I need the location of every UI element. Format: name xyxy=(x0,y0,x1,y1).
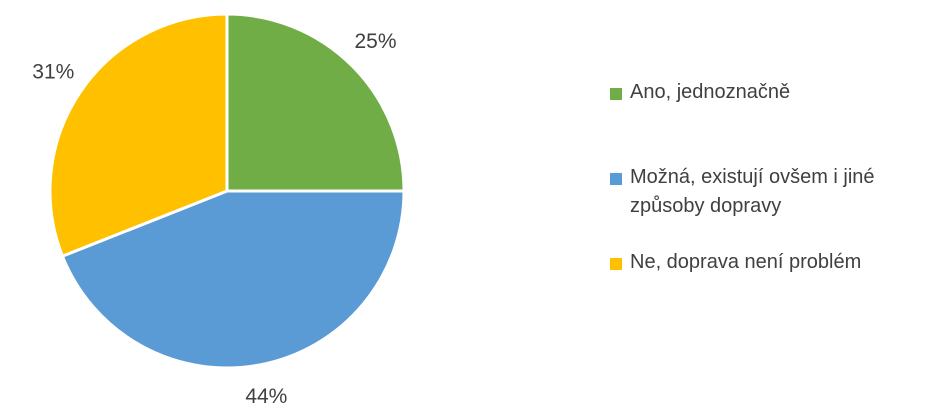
pie-slice xyxy=(48,12,229,258)
chart: 25% 44% 31% xyxy=(32,12,406,407)
data-label: 25% xyxy=(354,30,396,53)
pie-slice xyxy=(225,12,406,193)
data-label: 44% xyxy=(245,385,287,407)
legend-swatch xyxy=(610,88,622,100)
legend-label: Ne, doprava není problém xyxy=(630,251,862,273)
legend: Ano, jednoznačně Možná, existují ovšem i … xyxy=(610,0,950,407)
legend-item: Ne, doprava není problém xyxy=(610,251,940,277)
pie-slice xyxy=(60,189,406,370)
legend-swatch xyxy=(610,258,622,270)
legend-label: Možná, existují ovšem i jiné způsoby dop… xyxy=(630,166,875,217)
legend-item: Ano, jednoznačně xyxy=(610,81,940,107)
legend-item: Možná, existují ovšem i jiné způsoby dop… xyxy=(610,166,940,221)
legend-label: Ano, jednoznačně xyxy=(630,81,791,103)
legend-swatch xyxy=(610,173,622,185)
data-label: 31% xyxy=(32,61,74,84)
